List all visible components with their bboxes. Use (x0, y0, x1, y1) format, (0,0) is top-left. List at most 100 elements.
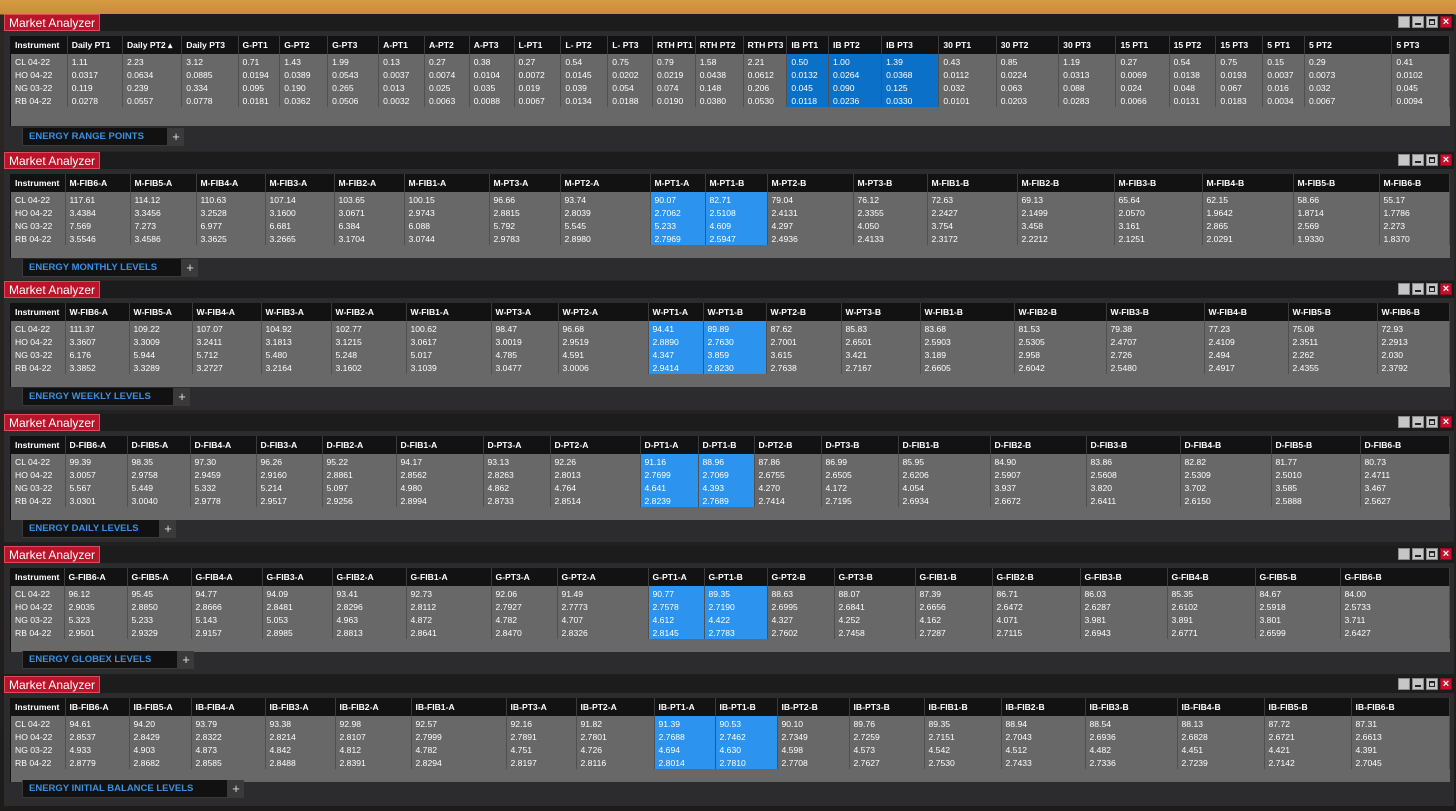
column-header[interactable]: M-PT2-A (560, 174, 651, 192)
value-cell[interactable]: 5.248 (331, 348, 407, 361)
value-cell[interactable]: 2.3355 (853, 206, 928, 219)
window-titlebar[interactable]: Market Analyzer × (4, 546, 1454, 563)
minimize-icon[interactable] (1398, 283, 1410, 295)
value-cell[interactable]: 0.125 (881, 81, 940, 94)
maximize-icon[interactable] (1426, 154, 1438, 166)
column-header[interactable]: D-FIB6-B (1360, 436, 1450, 454)
value-cell[interactable]: 2.7783 (704, 626, 768, 639)
value-cell[interactable]: 2.8107 (335, 730, 412, 743)
value-cell[interactable]: 1.7786 (1379, 206, 1450, 219)
value-cell[interactable]: 2.8326 (557, 626, 649, 639)
table-row[interactable]: HO 04-22 2.8537 2.8429 2.8322 2.8214 2.8107 2.… (11, 730, 1450, 743)
table-row[interactable]: NG 03-22 5.323 5.233 5.143 5.053 4.963 4.872 4.… (11, 613, 1450, 626)
value-cell[interactable]: 0.50 (786, 54, 830, 68)
table-row[interactable]: CL 04-22 117.61 114.12 110.63 107.14 103.65 10… (11, 192, 1450, 206)
value-cell[interactable]: 109.22 (129, 321, 193, 335)
value-cell[interactable]: 92.98 (335, 716, 412, 730)
value-cell[interactable]: 0.43 (938, 54, 997, 68)
value-cell[interactable]: 2.4936 (767, 232, 854, 245)
value-cell[interactable]: 0.024 (1115, 81, 1170, 94)
value-cell[interactable]: 2.9783 (489, 232, 561, 245)
value-cell[interactable]: 0.13 (378, 54, 425, 68)
close-icon[interactable]: × (1440, 16, 1452, 28)
value-cell[interactable]: 0.265 (327, 81, 380, 94)
value-cell[interactable]: 86.03 (1080, 586, 1168, 600)
value-cell[interactable]: 107.07 (192, 321, 262, 335)
value-cell[interactable]: 2.6599 (1255, 626, 1341, 639)
close-icon[interactable]: × (1440, 548, 1452, 560)
column-header[interactable]: L- PT2 (560, 36, 609, 54)
value-cell[interactable]: 2.7801 (576, 730, 655, 743)
value-cell[interactable]: 85.83 (841, 321, 921, 335)
value-cell[interactable]: 0.0219 (652, 68, 696, 81)
value-cell[interactable]: 102.77 (331, 321, 407, 335)
restore-icon[interactable] (1412, 16, 1424, 28)
value-cell[interactable]: 2.7530 (924, 756, 1002, 769)
value-cell[interactable]: 58.66 (1293, 192, 1380, 206)
value-cell[interactable]: 0.27 (424, 54, 470, 68)
value-cell[interactable]: 79.04 (767, 192, 854, 206)
column-header[interactable]: 15 PT2 (1169, 36, 1217, 54)
value-cell[interactable]: 88.54 (1085, 716, 1178, 730)
value-cell[interactable]: 2.9414 (648, 361, 704, 374)
close-icon[interactable]: × (1440, 416, 1452, 428)
tab-energy-daily-levels[interactable]: ENERGY DAILY LEVELS (22, 520, 160, 538)
value-cell[interactable]: 2.23 (122, 54, 183, 68)
value-cell[interactable]: 2.7259 (849, 730, 925, 743)
minimize-icon[interactable] (1398, 16, 1410, 28)
value-cell[interactable]: 0.54 (560, 54, 609, 68)
value-cell[interactable]: 3.0006 (558, 361, 649, 374)
value-cell[interactable]: 0.0181 (238, 94, 281, 107)
value-cell[interactable]: 2.9459 (190, 468, 257, 481)
value-cell[interactable]: 4.050 (853, 219, 928, 232)
value-cell[interactable]: 1.39 (881, 54, 940, 68)
value-cell[interactable]: 2.9160 (256, 468, 323, 481)
value-cell[interactable]: 76.12 (853, 192, 928, 206)
value-cell[interactable]: 2.8537 (65, 730, 130, 743)
restore-icon[interactable] (1412, 283, 1424, 295)
instrument-cell[interactable]: HO 04-22 (11, 68, 68, 81)
value-cell[interactable]: 3.1602 (331, 361, 407, 374)
value-cell[interactable]: 6.681 (265, 219, 335, 232)
restore-icon[interactable] (1412, 154, 1424, 166)
value-cell[interactable]: 1.58 (695, 54, 744, 68)
value-cell[interactable]: 2.7336 (1085, 756, 1178, 769)
value-cell[interactable]: 4.482 (1085, 743, 1178, 756)
value-cell[interactable]: 5.480 (261, 348, 332, 361)
value-cell[interactable]: 4.609 (705, 219, 768, 232)
value-cell[interactable]: 0.0037 (378, 68, 425, 81)
value-cell[interactable]: 92.26 (550, 454, 641, 468)
value-cell[interactable]: 1.99 (327, 54, 380, 68)
value-cell[interactable]: 3.0057 (65, 468, 128, 481)
column-header[interactable]: G-FIB5-B (1255, 568, 1341, 586)
value-cell[interactable]: 100.15 (404, 192, 490, 206)
column-header[interactable]: M-FIB5-A (130, 174, 197, 192)
table-row[interactable]: CL 04-22 96.12 95.45 94.77 94.09 93.41 92.73 92… (11, 586, 1450, 600)
value-cell[interactable]: 4.591 (558, 348, 649, 361)
value-cell[interactable]: 0.0202 (607, 68, 654, 81)
value-cell[interactable]: 0.0088 (469, 94, 515, 107)
column-header[interactable]: W-FIB2-B (1014, 303, 1107, 321)
instrument-cell[interactable]: NG 03-22 (11, 613, 65, 626)
value-cell[interactable]: 2.6411 (1086, 494, 1181, 507)
instrument-cell[interactable]: HO 04-22 (11, 730, 66, 743)
column-header[interactable]: W-FIB3-B (1106, 303, 1205, 321)
value-cell[interactable]: 3.891 (1167, 613, 1256, 626)
value-cell[interactable]: 87.31 (1351, 716, 1450, 730)
instrument-cell[interactable]: HO 04-22 (11, 206, 66, 219)
value-cell[interactable]: 0.38 (469, 54, 515, 68)
plus-icon[interactable]: + (178, 651, 194, 669)
value-cell[interactable]: 2.5305 (1014, 335, 1107, 348)
value-cell[interactable]: 87.72 (1264, 716, 1352, 730)
value-cell[interactable]: 0.0067 (514, 94, 562, 107)
table-row[interactable]: HO 04-22 0.0317 0.0634 0.0885 0.0194 0.0389 0.… (11, 68, 1450, 81)
value-cell[interactable]: 3.467 (1360, 481, 1450, 494)
value-cell[interactable]: 93.41 (332, 586, 407, 600)
value-cell[interactable]: 3.2727 (192, 361, 262, 374)
column-header[interactable]: G-FIB5-A (127, 568, 192, 586)
value-cell[interactable]: 2.8014 (654, 756, 716, 769)
value-cell[interactable]: 0.0194 (238, 68, 281, 81)
value-cell[interactable]: 107.14 (265, 192, 335, 206)
value-cell[interactable]: 5.323 (64, 613, 128, 626)
value-cell[interactable]: 69.13 (1017, 192, 1115, 206)
